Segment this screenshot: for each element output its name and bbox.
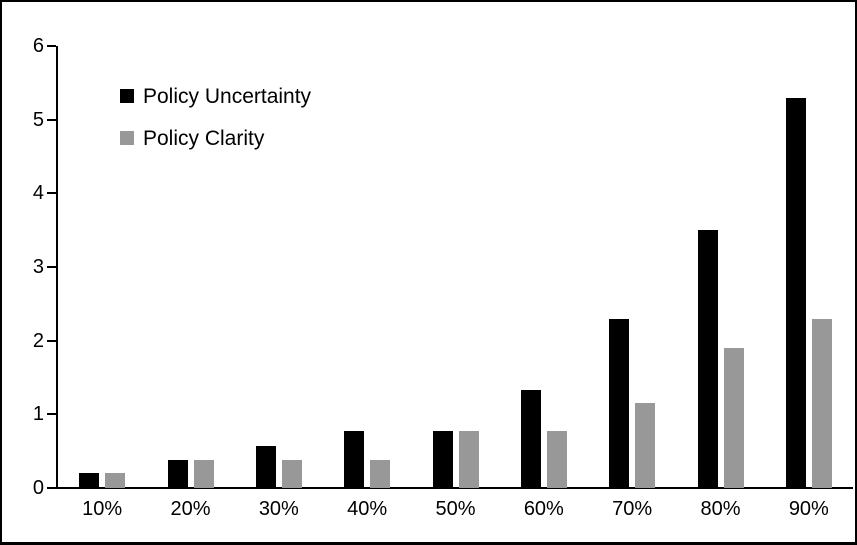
x-axis-line	[56, 487, 853, 489]
y-tick	[47, 266, 56, 268]
y-tick	[47, 487, 56, 489]
x-tick-label: 20%	[170, 498, 211, 520]
plot-area: 0 1 2 3 4 5 6 10% 20% 30% 40% 50% 60% 70% 80% 90%	[33, 36, 853, 519]
legend-item-policy-uncertainty: Policy Uncertainty	[120, 82, 311, 110]
x-tick-label: 30%	[258, 498, 299, 520]
bar-policy-clarity	[811, 318, 832, 488]
bar-policy-uncertainty	[167, 460, 188, 488]
bar-policy-clarity	[193, 460, 214, 488]
bar-policy-uncertainty	[697, 230, 718, 488]
x-tick-label: 90%	[788, 498, 829, 520]
x-tick-label: 50%	[435, 498, 476, 520]
bar-policy-uncertainty	[79, 473, 100, 488]
bar-policy-clarity	[546, 431, 567, 488]
y-tick-label: 5	[32, 108, 44, 131]
legend-swatch-policy-clarity	[120, 131, 134, 145]
bar-policy-uncertainty	[520, 390, 541, 488]
legend-label-policy-clarity: Policy Clarity	[143, 126, 265, 150]
y-tick-label: 4	[32, 182, 44, 205]
legend: Policy Uncertainty Policy Clarity	[120, 82, 311, 152]
y-tick-label: 2	[32, 329, 44, 352]
x-tick-label: 80%	[700, 498, 741, 520]
y-tick	[47, 339, 56, 342]
bar-policy-clarity	[635, 403, 656, 488]
y-tick-label: 6	[32, 35, 44, 57]
bar-policy-clarity	[370, 460, 391, 488]
y-tick	[47, 118, 56, 121]
bar-policy-uncertainty	[344, 431, 365, 488]
y-tick-label: 3	[32, 256, 44, 278]
bar-policy-clarity	[723, 348, 744, 488]
y-axis-line	[56, 46, 58, 488]
x-tick-label: 10%	[82, 498, 123, 520]
bar-policy-uncertainty	[785, 97, 806, 488]
bar-policy-clarity	[281, 460, 302, 488]
y-tick	[47, 45, 56, 47]
bar-policy-uncertainty	[432, 431, 453, 488]
bar-policy-uncertainty	[255, 446, 276, 488]
bar-policy-clarity	[458, 431, 479, 488]
y-tick	[47, 192, 56, 195]
x-tick-label: 40%	[347, 498, 388, 520]
y-tick-label: 1	[32, 403, 44, 426]
y-tick-label: 0	[32, 477, 44, 499]
bar-policy-uncertainty	[609, 318, 630, 488]
x-tick-label: 60%	[523, 498, 564, 520]
y-tick	[47, 413, 56, 416]
x-tick-label: 70%	[612, 498, 653, 520]
bar-policy-clarity	[105, 473, 126, 488]
legend-label-policy-uncertainty: Policy Uncertainty	[143, 84, 312, 108]
legend-swatch-policy-uncertainty	[120, 89, 134, 103]
legend-item-policy-clarity: Policy Clarity	[120, 124, 311, 152]
